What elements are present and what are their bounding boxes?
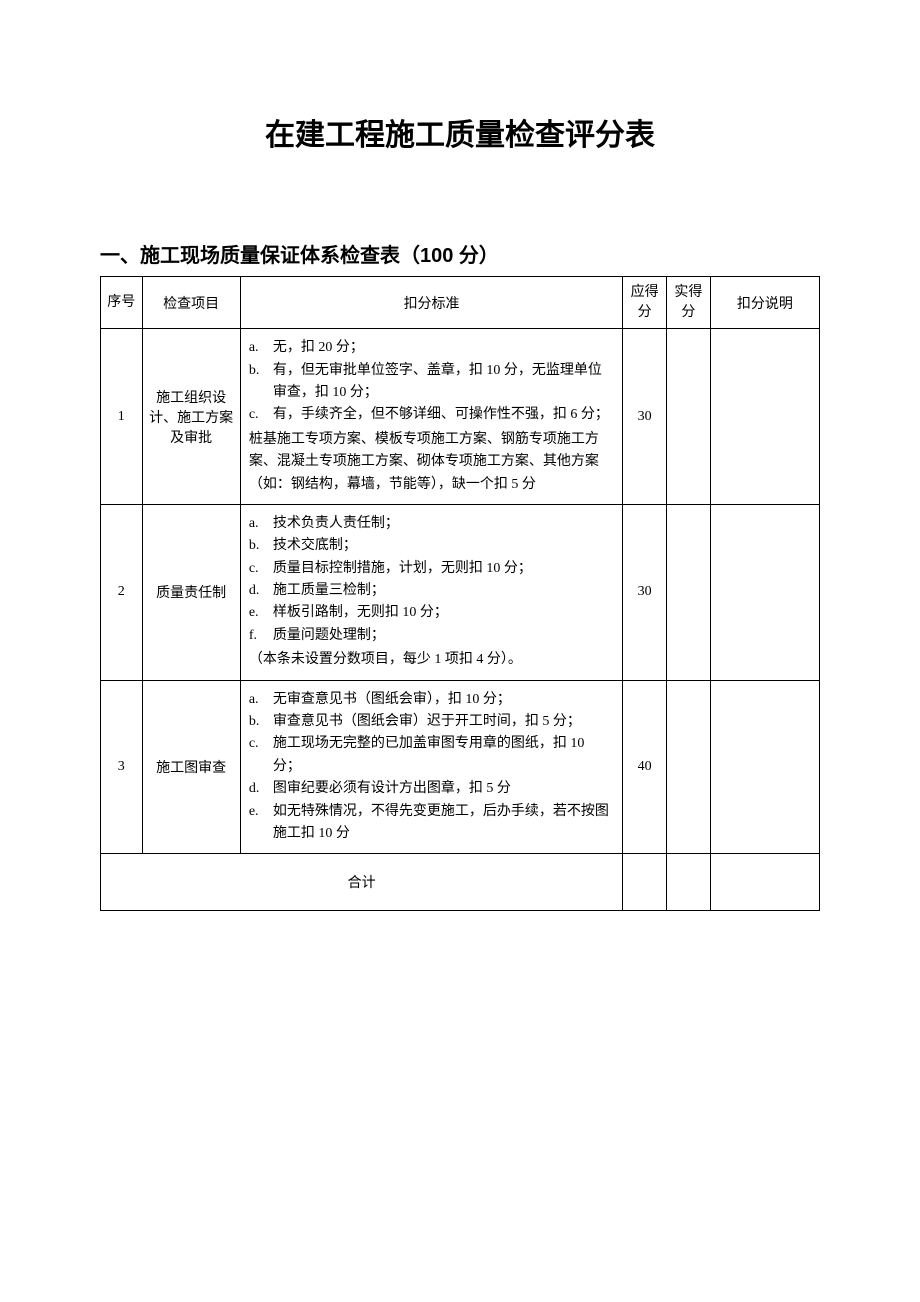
criteria-text: 如无特殊情况，不得先变更施工，后办手续，若不按图施工扣 10 分 (273, 801, 614, 846)
criteria-text: 有，手续齐全，但不够详细、可操作性不强，扣 6 分； (273, 404, 614, 426)
row-seq: 2 (101, 504, 143, 680)
row-should-score: 30 (623, 504, 667, 680)
row-should-score: 30 (623, 329, 667, 505)
header-seq: 序号 (101, 277, 143, 329)
criteria-marker: e. (249, 801, 273, 846)
header-should-score: 应得分 (623, 277, 667, 329)
row-item: 施工组织设计、施工方案及审批 (142, 329, 240, 505)
row-actual-score (666, 680, 710, 854)
row-notes (710, 680, 819, 854)
criteria-text: 样板引路制，无则扣 10 分； (273, 602, 614, 624)
criteria-text: 有，但无审批单位签字、盖章，扣 10 分，无监理单位审查，扣 10 分； (273, 360, 614, 405)
row-actual-score (666, 504, 710, 680)
criteria-marker: b. (249, 711, 273, 733)
sub-title: 一、施工现场质量保证体系检查表（100 分） (100, 239, 820, 268)
criteria-marker: c. (249, 733, 273, 778)
main-title: 在建工程施工质量检查评分表 (100, 110, 820, 154)
criteria-text: 图审纪要必须有设计方出图章，扣 5 分 (273, 778, 614, 800)
total-should (623, 854, 667, 911)
criteria-note: （本条未设置分数项目，每少 1 项扣 4 分）。 (249, 649, 614, 671)
table-row: 2 质量责任制 a. 技术负责人责任制； b. 技术交底制； c. 质量目标控制… (101, 504, 820, 680)
criteria-text: 无审查意见书（图纸会审），扣 10 分； (273, 689, 614, 711)
row-should-score: 40 (623, 680, 667, 854)
total-notes (710, 854, 819, 911)
row-criteria: a. 无，扣 20 分； b. 有，但无审批单位签字、盖章，扣 10 分，无监理… (240, 329, 622, 505)
table-row: 3 施工图审查 a. 无审查意见书（图纸会审），扣 10 分； b. 审查意见书… (101, 680, 820, 854)
criteria-text: 技术交底制； (273, 535, 614, 557)
criteria-text: 无，扣 20 分； (273, 337, 614, 359)
row-item: 质量责任制 (142, 504, 240, 680)
criteria-marker: a. (249, 337, 273, 359)
header-actual-score: 实得分 (666, 277, 710, 329)
criteria-marker: e. (249, 602, 273, 624)
criteria-marker: d. (249, 580, 273, 602)
row-criteria: a. 技术负责人责任制； b. 技术交底制； c. 质量目标控制措施，计划，无则… (240, 504, 622, 680)
criteria-marker: b. (249, 360, 273, 405)
row-item: 施工图审查 (142, 680, 240, 854)
total-label: 合计 (101, 854, 623, 911)
header-item: 检查项目 (142, 277, 240, 329)
criteria-text: 质量目标控制措施，计划，无则扣 10 分； (273, 558, 614, 580)
criteria-marker: a. (249, 689, 273, 711)
criteria-sub: 桩基施工专项方案、模板专项施工方案、钢筋专项施工方案、混凝土专项施工方案、砌体专… (249, 429, 614, 496)
header-notes: 扣分说明 (710, 277, 819, 329)
criteria-text: 审查意见书（图纸会审）迟于开工时间，扣 5 分； (273, 711, 614, 733)
criteria-text: 施工现场无完整的已加盖审图专用章的图纸，扣 10 分； (273, 733, 614, 778)
row-actual-score (666, 329, 710, 505)
table-header-row: 序号 检查项目 扣分标准 应得分 实得分 扣分说明 (101, 277, 820, 329)
criteria-text: 施工质量三检制； (273, 580, 614, 602)
row-notes (710, 504, 819, 680)
criteria-marker: d. (249, 778, 273, 800)
inspection-table: 序号 检查项目 扣分标准 应得分 实得分 扣分说明 1 施工组织设计、施工方案及… (100, 276, 820, 911)
criteria-text: 质量问题处理制； (273, 625, 614, 647)
row-notes (710, 329, 819, 505)
criteria-text: 技术负责人责任制； (273, 513, 614, 535)
row-seq: 1 (101, 329, 143, 505)
row-seq: 3 (101, 680, 143, 854)
criteria-marker: b. (249, 535, 273, 557)
criteria-marker: c. (249, 404, 273, 426)
table-row: 1 施工组织设计、施工方案及审批 a. 无，扣 20 分； b. 有，但无审批单… (101, 329, 820, 505)
criteria-marker: a. (249, 513, 273, 535)
row-criteria: a. 无审查意见书（图纸会审），扣 10 分； b. 审查意见书（图纸会审）迟于… (240, 680, 622, 854)
header-criteria: 扣分标准 (240, 277, 622, 329)
criteria-marker: c. (249, 558, 273, 580)
total-actual (666, 854, 710, 911)
criteria-marker: f. (249, 625, 273, 647)
table-total-row: 合计 (101, 854, 820, 911)
